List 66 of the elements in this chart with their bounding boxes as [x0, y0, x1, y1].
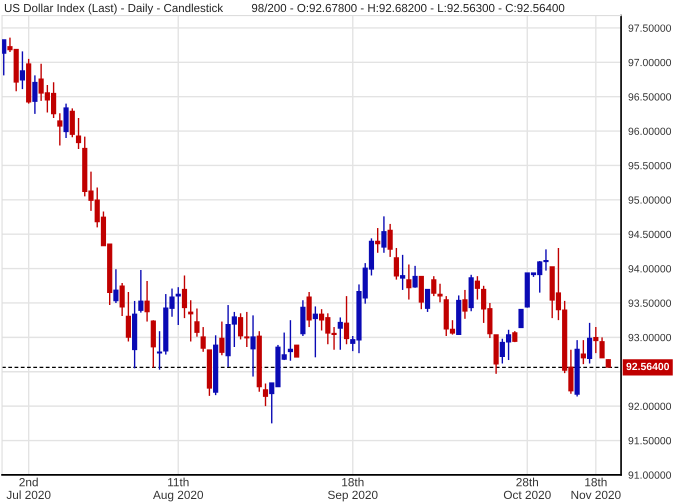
candlestick [138, 269, 144, 314]
candlestick [219, 320, 224, 356]
y-tick-label: 95.50000 [628, 162, 672, 170]
candlestick [238, 312, 244, 340]
candlestick [344, 295, 350, 345]
candlestick [120, 282, 125, 317]
candlestick [126, 291, 131, 342]
candlestick [518, 308, 524, 328]
candlestick [194, 308, 200, 338]
y-tick-label: 93.50000 [628, 299, 672, 307]
y-tick-label: 96.50000 [628, 93, 672, 101]
y-tick-label: 96.00000 [628, 128, 672, 135]
candlestick [76, 117, 82, 150]
x-tick-label: 2nd Jul 2020 [6, 478, 51, 500]
candlestick [20, 50, 26, 90]
x-tick-label: 18th Sep 2020 [328, 478, 378, 502]
chart-subtitle: 98/200 - O:92.67800 - H:92.68200 - L:92.56300 - C:92.56400 [252, 4, 564, 12]
candlestick [412, 265, 418, 289]
candlestick [188, 300, 194, 342]
candlestick [474, 275, 480, 300]
x-tick-label: 28th Oct 2020 [504, 478, 551, 500]
y-tick-label: 91.50000 [628, 437, 672, 444]
candlestick [2, 38, 6, 76]
candlestick [400, 254, 406, 291]
candlestick [176, 286, 181, 326]
candlestick [70, 108, 75, 138]
candlestick [200, 326, 206, 353]
candlestick [57, 112, 62, 146]
candlestick [182, 274, 188, 319]
candlestick [580, 339, 586, 365]
y-tick-label: 94.00000 [628, 265, 672, 272]
candlestick [375, 227, 380, 254]
chart-title: US Dollar Index (Last) - Daily - Candlestick [4, 4, 224, 14]
candlestick [437, 283, 443, 303]
candlestick [394, 247, 399, 280]
candlestick [424, 288, 430, 313]
candlestick [431, 275, 436, 297]
candlestick [288, 319, 294, 362]
candlestick [312, 306, 318, 358]
x-tick-label: 11th Aug 2020 [153, 478, 204, 502]
ref-line-label: 92.56400 [626, 362, 670, 370]
candlestick [156, 330, 162, 370]
candlestick [250, 314, 256, 378]
x-tick-label: 18th Nov 2020 [572, 478, 621, 500]
candlestick [587, 322, 592, 364]
candlestick [306, 291, 312, 328]
candlestick [381, 216, 387, 254]
candlestick [262, 382, 268, 407]
y-tick-label: 95.00000 [628, 196, 672, 204]
y-tick-label: 92.00000 [628, 402, 672, 410]
y-tick-label: 93.00000 [628, 334, 672, 342]
candlestick [593, 326, 598, 354]
candlestick [113, 268, 119, 304]
candlestick [144, 280, 150, 322]
candlestick [294, 344, 300, 358]
candlestick [338, 316, 343, 350]
candlestick [244, 311, 250, 348]
y-tick-label: 91.00000 [628, 471, 672, 479]
candlestick [388, 223, 393, 258]
candlestick [406, 264, 412, 300]
y-tick-label: 97.00000 [628, 58, 672, 66]
y-tick-label: 94.50000 [628, 230, 672, 238]
candlestick [32, 74, 38, 115]
candlestick [599, 336, 605, 359]
y-tick-label: 97.50000 [628, 24, 672, 32]
candlestick [462, 289, 468, 320]
